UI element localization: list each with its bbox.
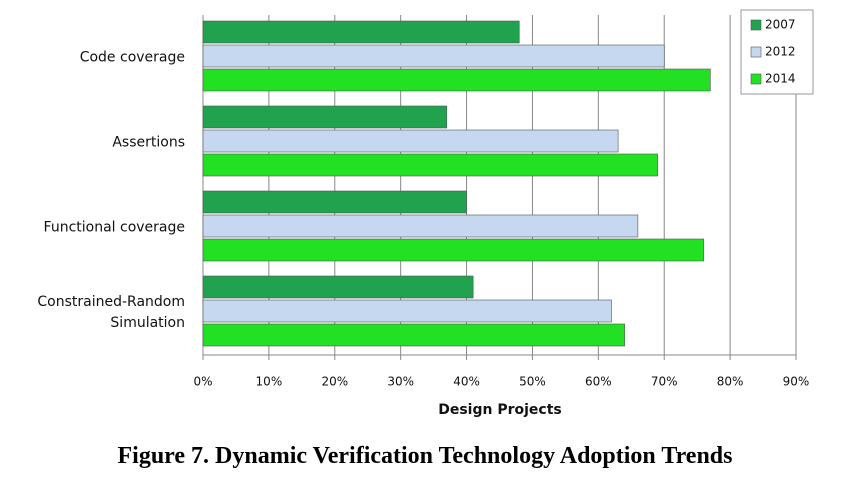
y-tick-label: Constrained-Random Simulation: [37, 293, 185, 331]
bar: [202, 105, 448, 129]
legend-swatch: [750, 19, 762, 31]
bar: [202, 20, 520, 44]
legend-label: 2012: [765, 45, 796, 59]
x-tick-label: 30%: [387, 375, 414, 389]
bar: [202, 238, 705, 262]
y-tick-label: Code coverage: [79, 49, 185, 65]
bar: [202, 323, 625, 347]
x-tick-label: 70%: [651, 375, 678, 389]
x-tick-label: 40%: [453, 375, 480, 389]
bar: [202, 190, 467, 214]
bar: [202, 214, 639, 238]
bar: [202, 44, 665, 68]
x-tick-label: 0%: [193, 375, 212, 389]
x-axis-label: Design Projects: [438, 402, 562, 418]
bar: [202, 275, 474, 299]
x-tick-label: 10%: [256, 375, 283, 389]
y-tick-label: Assertions: [112, 134, 185, 150]
bar: [202, 153, 658, 177]
x-tick-label: 90%: [783, 375, 810, 389]
x-tick-label: 60%: [585, 375, 612, 389]
x-tick-label: 80%: [717, 375, 744, 389]
bar: [202, 299, 612, 323]
legend-swatch: [750, 73, 762, 85]
x-tick-label: 20%: [321, 375, 348, 389]
legend-swatch: [750, 46, 762, 58]
x-tick-label: 50%: [519, 375, 546, 389]
legend-label: 2014: [765, 72, 796, 86]
figure-caption: Figure 7. Dynamic Verification Technolog…: [117, 443, 733, 469]
legend-label: 2007: [765, 18, 796, 32]
y-tick-label: Functional coverage: [43, 219, 185, 235]
bar: [202, 68, 711, 92]
bar: [202, 129, 619, 153]
